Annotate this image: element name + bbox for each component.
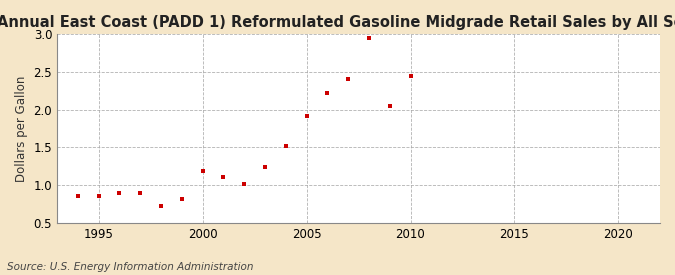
Point xyxy=(93,194,104,199)
Point xyxy=(135,191,146,195)
Text: Source: U.S. Energy Information Administration: Source: U.S. Energy Information Administ… xyxy=(7,262,253,272)
Point xyxy=(280,144,291,148)
Y-axis label: Dollars per Gallon: Dollars per Gallon xyxy=(15,75,28,182)
Point xyxy=(301,114,312,119)
Title: Annual East Coast (PADD 1) Reformulated Gasoline Midgrade Retail Sales by All Se: Annual East Coast (PADD 1) Reformulated … xyxy=(0,15,675,30)
Point xyxy=(176,197,187,201)
Point xyxy=(322,91,333,95)
Point xyxy=(343,77,354,81)
Point xyxy=(218,175,229,179)
Point xyxy=(405,73,416,78)
Point xyxy=(239,182,250,186)
Point xyxy=(72,194,83,199)
Point xyxy=(260,165,271,169)
Point xyxy=(197,169,208,173)
Point xyxy=(364,35,375,40)
Point xyxy=(114,191,125,195)
Point xyxy=(384,104,395,109)
Point xyxy=(156,204,167,208)
